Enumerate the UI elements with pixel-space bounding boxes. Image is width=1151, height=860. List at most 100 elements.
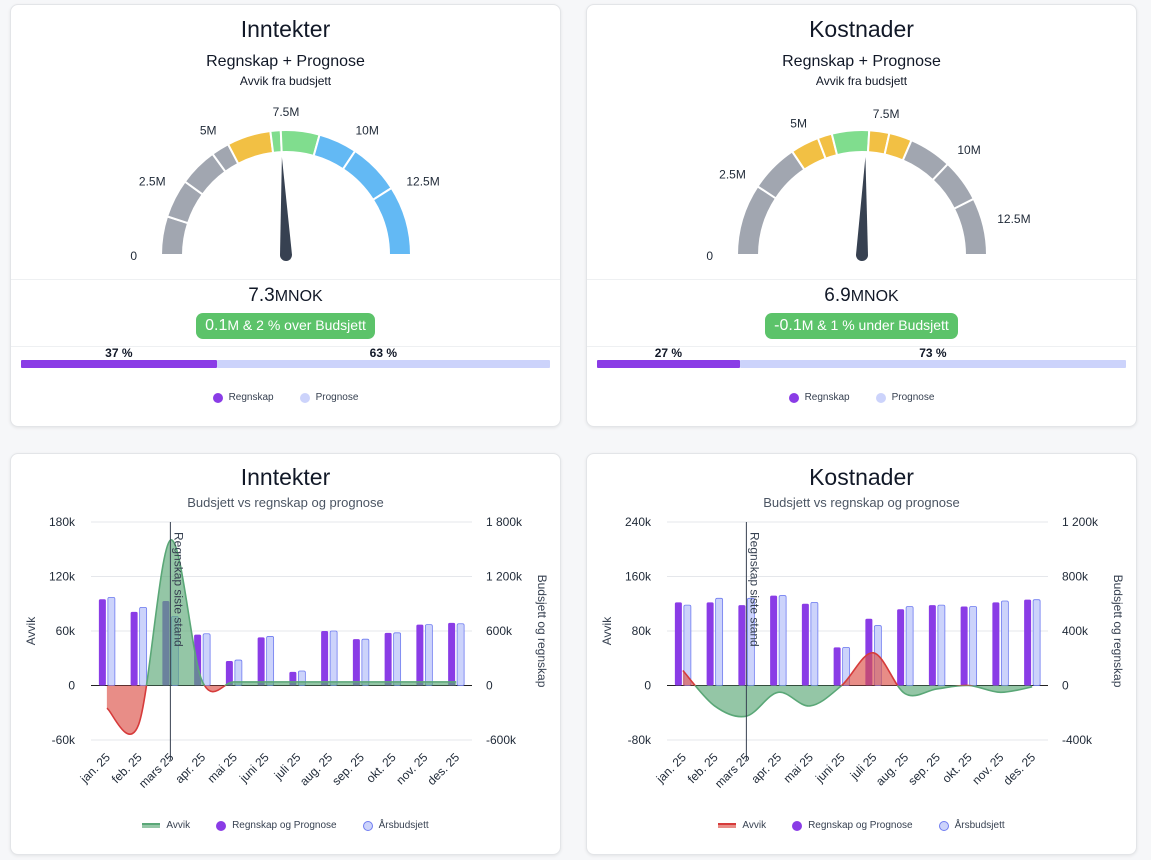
avvik-area-below: [682, 685, 1033, 717]
x-tick-label: aug. 25: [297, 750, 335, 788]
gauge-value-number: 7.3: [248, 285, 275, 306]
bar-regnskap-prognose: [257, 637, 265, 686]
bar-regnskap-prognose: [833, 647, 841, 686]
legend-item-aarsbudsjett[interactable]: Årsbudsjett: [938, 820, 1005, 831]
legend-swatch: [875, 392, 886, 403]
gauge-band-0: [735, 184, 778, 256]
x-tick-label: okt. 25: [363, 750, 399, 786]
card-title: Kostnader: [809, 464, 914, 490]
y-left-tick-label: 80k: [632, 624, 652, 638]
y-left-tick-label: 0: [644, 679, 651, 693]
bar-aarsbudsjett: [778, 595, 787, 686]
split-bar-regnskap: [597, 360, 740, 368]
gauge-tick-label: 7.5M: [873, 107, 900, 121]
x-tick-label: nov. 25: [969, 750, 1006, 787]
legend-swatch: [299, 392, 310, 403]
card-subtitle: Budsjett vs regnskap og prognose: [763, 495, 960, 510]
bar-aarsbudsjett: [139, 606, 148, 686]
gauge-chart: 0 2.5M 5M 7.5M 10M 12.5M: [706, 107, 1030, 263]
y-left-tick-label: -60k: [52, 733, 76, 747]
legend-label: Prognose: [891, 392, 935, 403]
legend-item-regnskap[interactable]: Regnskap: [788, 392, 850, 403]
legend-label: Regnskap og Prognose: [232, 820, 337, 831]
legend-label: Regnskap: [228, 392, 274, 403]
avvik-line-above: [145, 539, 457, 686]
divider: [587, 346, 1136, 347]
bar-regnskap-prognose: [416, 624, 424, 686]
legend-swatch: [788, 392, 799, 403]
bar-regnskap-prognose: [706, 602, 714, 686]
bar-aarsbudsjett: [969, 606, 978, 686]
bar-regnskap-prognose: [897, 609, 905, 686]
legend-swatch: [212, 392, 223, 403]
gauge-band-4: [226, 129, 275, 166]
y-right-tick-label: 0: [486, 679, 493, 693]
split-label-regnskap: 27 %: [654, 346, 683, 360]
legend-item-prognose[interactable]: Prognose: [875, 392, 935, 403]
y-left-tick-label: 180k: [49, 515, 76, 529]
y-left-tick-label: 0: [68, 679, 75, 693]
legend-item-prognose[interactable]: Prognose: [299, 392, 358, 403]
avvik-area-below: [106, 685, 457, 735]
badge-number: -0.1: [774, 317, 802, 334]
legend-item-regnskap-prognose[interactable]: Regnskap og Prognose: [792, 820, 913, 831]
x-tick-label: des. 25: [1001, 750, 1039, 788]
legend-item-regnskap-prognose[interactable]: Regnskap og Prognose: [216, 820, 337, 831]
card-title: Inntekter: [240, 464, 331, 490]
gauge-tick-label: 5M: [790, 116, 807, 130]
legend-swatch: [792, 820, 803, 831]
legend-item-avvik[interactable]: Avvik: [142, 820, 190, 831]
marker-label: Regnskap siste stand: [171, 532, 185, 647]
bar-aarsbudsjett: [393, 632, 402, 686]
avvik-area-above: [682, 652, 1033, 686]
y-right-tick-label: 0: [1062, 679, 1069, 693]
deviation-badge: 0.1M & 2 % over Budsjett: [196, 313, 375, 339]
gauge-value: 7.3MNOK: [11, 285, 560, 307]
bar-aarsbudsjett: [1032, 599, 1041, 686]
gauge-band-9: [952, 197, 989, 256]
avvik-line-below: [694, 685, 1033, 718]
combo-card-inntekter: Inntekter Budsjett vs regnskap og progno…: [10, 453, 561, 855]
bar-regnskap-prognose: [384, 632, 392, 686]
gauge-value-unit: MNOK: [850, 288, 899, 305]
card-subtitle-2: Avvik fra budsjett: [239, 74, 332, 88]
legend-swatch: [142, 823, 161, 828]
x-tick-label: aug. 25: [873, 750, 911, 788]
legend-label: Avvik: [166, 820, 191, 831]
split-label-regnskap: 37 %: [105, 346, 133, 360]
combo-chart: 180k 1 800k 120k 1 200k 60k 600k 0 0 -60k -600k Av…: [24, 515, 549, 791]
x-tick-label: apr. 25: [748, 750, 784, 786]
gauge-band-9: [371, 186, 413, 256]
legend-item-avvik[interactable]: Avvik: [718, 820, 766, 831]
card-title: Inntekter: [240, 16, 331, 42]
legend-swatch: [216, 820, 227, 831]
x-tick-label: sep. 25: [329, 750, 367, 788]
card-subtitle-2: Avvik fra budsjett: [815, 74, 908, 88]
gauge-legend: Regnskap Prognose: [11, 392, 560, 403]
y-left-tick-label: 240k: [625, 515, 652, 529]
gauge-needle: [280, 157, 293, 262]
bar-regnskap-prognose: [1024, 599, 1032, 686]
bar-aarsbudsjett: [424, 624, 433, 686]
split-bar-regnskap: [21, 360, 217, 368]
gauge-band-4: [830, 129, 871, 157]
badge-number: 0.1: [205, 317, 228, 334]
divider: [11, 279, 560, 280]
y-right-tick-label: -600k: [486, 733, 517, 747]
bar-aarsbudsjett: [456, 623, 465, 686]
legend-swatch: [362, 820, 373, 831]
legend-item-aarsbudsjett[interactable]: Årsbudsjett: [362, 820, 429, 831]
split-label-prognose: 63 %: [369, 346, 398, 360]
legend-label: Regnskap og Prognose: [808, 820, 913, 831]
y-right-tick-label: 400k: [1062, 624, 1089, 638]
gauge-value-unit: MNOK: [274, 288, 323, 305]
split-bar-prognose: [216, 360, 550, 368]
gauge-chart: 0 2.5M 5M 7.5M 10M 12.5M: [130, 105, 439, 263]
x-tick-label: apr. 25: [172, 750, 208, 786]
legend-item-regnskap[interactable]: Regnskap: [212, 392, 274, 403]
y-right-tick-label: 600k: [486, 624, 513, 638]
bar-aarsbudsjett: [329, 630, 338, 686]
card-title: Kostnader: [809, 16, 914, 42]
y-right-axis-label: Budsjett og regnskap: [1111, 575, 1125, 688]
card-subtitle: Regnskap + Prognose: [206, 53, 365, 70]
